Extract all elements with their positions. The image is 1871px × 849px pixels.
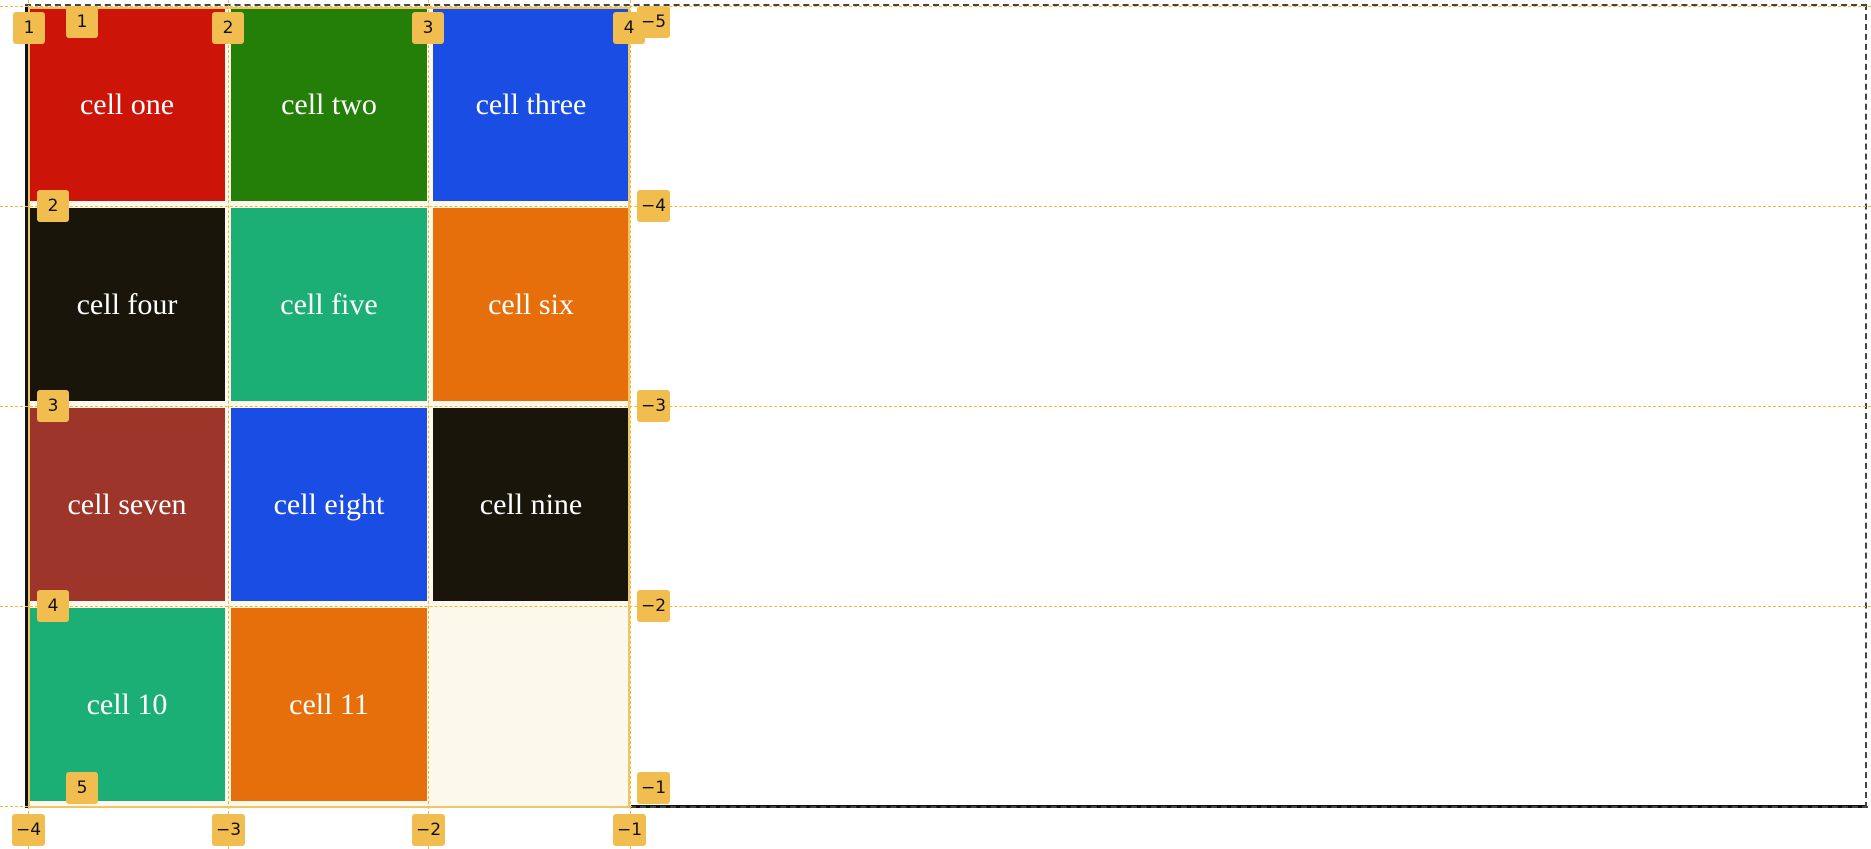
row-line-badge: 3	[37, 390, 69, 422]
grid-cell-empty	[433, 608, 629, 801]
row-line-badge: 4	[37, 590, 69, 622]
grid-cell: cell four	[29, 208, 225, 401]
row-line-badge: 5	[66, 772, 98, 804]
row-line-badge: 2	[37, 190, 69, 222]
column-line-negative-badge: −4	[12, 814, 46, 846]
row-line-2	[0, 206, 1871, 207]
row-line-badge: 1	[66, 6, 98, 38]
grid-cell: cell three	[433, 8, 629, 201]
grid-cell: cell seven	[29, 408, 225, 601]
column-line-3	[428, 0, 429, 849]
column-line-2	[228, 0, 229, 849]
row-line-3	[0, 406, 1871, 407]
row-line-negative-badge: −4	[637, 190, 671, 222]
grid-cell: cell six	[433, 208, 629, 401]
column-line-negative-badge: −3	[212, 814, 246, 846]
grid-cell: cell two	[231, 8, 427, 201]
grid-cell: cell one	[29, 8, 225, 201]
row-line-negative-badge: −3	[637, 390, 671, 422]
row-line-5	[0, 806, 632, 807]
column-line-negative-badge: −1	[613, 814, 647, 846]
row-line-1	[0, 6, 1871, 7]
column-line-1	[28, 0, 29, 849]
css-grid: cell one cell two cell three cell four c…	[29, 8, 631, 808]
grid-cell: cell 10	[29, 608, 225, 801]
row-line-negative-badge: −1	[637, 772, 671, 804]
row-line-negative-badge: −2	[637, 590, 671, 622]
grid-cell: cell nine	[433, 408, 629, 601]
row-line-negative-badge: −5	[637, 6, 671, 38]
grid-cell: cell eight	[231, 408, 427, 601]
grid-cell: cell five	[231, 208, 427, 401]
column-line-badge: 2	[212, 12, 244, 44]
column-line-4	[630, 0, 631, 849]
container-top-edge	[25, 4, 1867, 6]
grid-cell: cell 11	[231, 608, 427, 801]
row-line-4	[0, 606, 1871, 607]
column-line-badge: 3	[412, 12, 444, 44]
column-line-badge: 1	[13, 12, 45, 44]
container-bottom-edge	[630, 806, 1868, 808]
column-line-negative-badge: −2	[412, 814, 446, 846]
